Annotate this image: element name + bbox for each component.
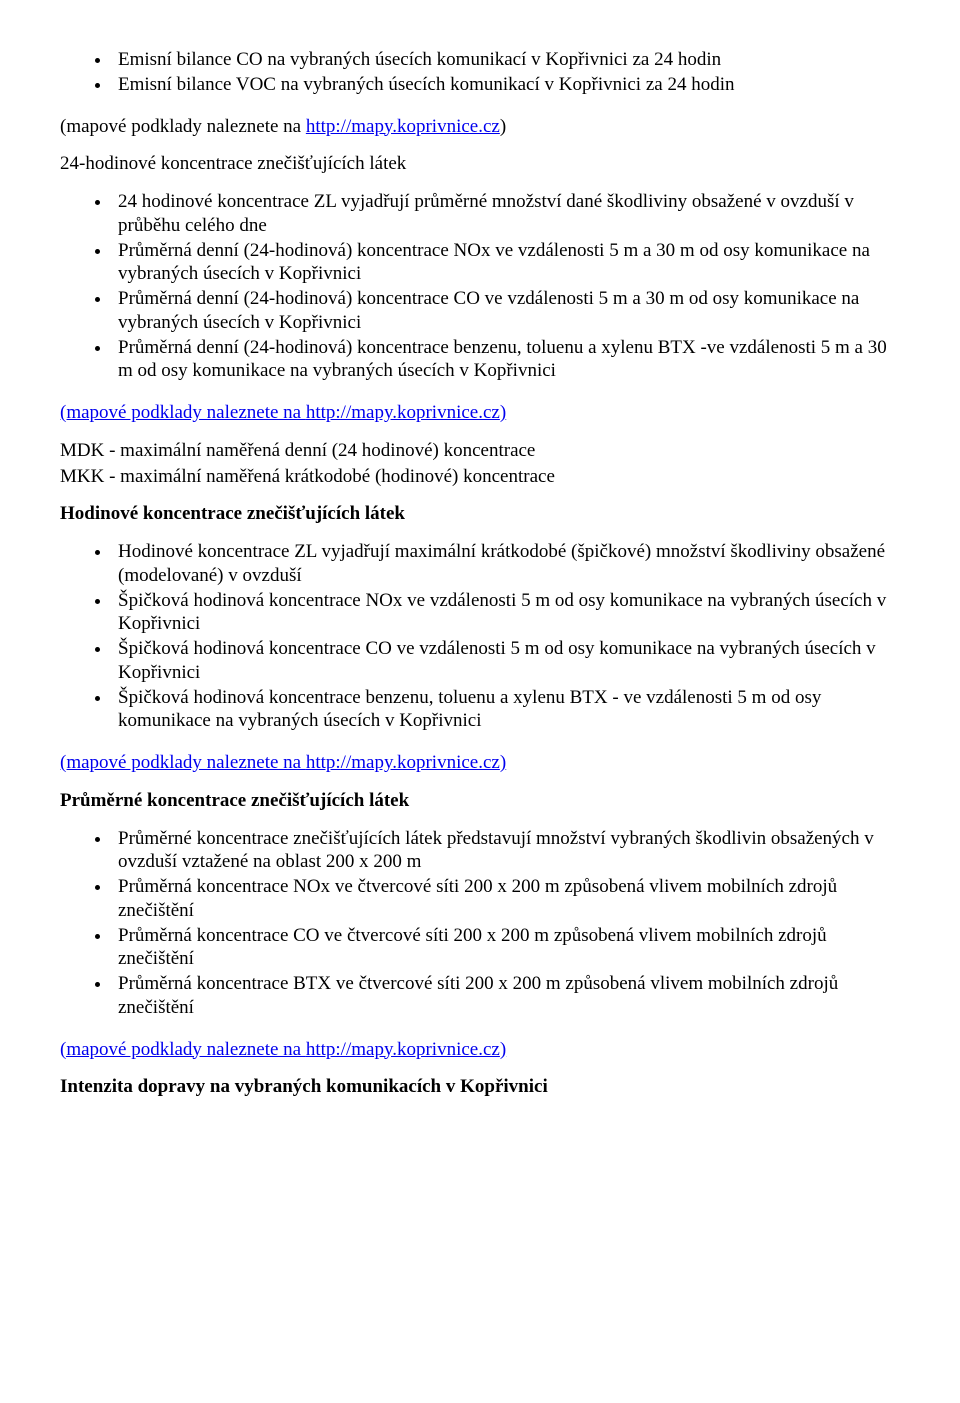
mkk-line: MKK - maximální naměřená krátkodobé (hod… xyxy=(60,465,900,489)
list-item: Průměrná denní (24-hodinová) koncentrace… xyxy=(112,336,900,384)
link-suffix: ) xyxy=(500,116,506,137)
list-item: Hodinové koncentrace ZL vyjadřují maximá… xyxy=(112,540,900,588)
map-link-paragraph: (mapové podklady naleznete na http://map… xyxy=(60,751,900,775)
list-item: Emisní bilance CO na vybraných úsecích k… xyxy=(112,48,900,72)
list-item: Průměrná koncentrace NOx ve čtvercové sí… xyxy=(112,875,900,923)
list-item: Průměrná denní (24-hodinová) koncentrace… xyxy=(112,239,900,287)
list-item: Průměrné koncentrace znečišťujících láte… xyxy=(112,827,900,875)
section-heading-hourly: Hodinové koncentrace znečišťujících láte… xyxy=(60,502,900,526)
list-average: Průměrné koncentrace znečišťujících láte… xyxy=(60,827,900,1020)
map-link-paragraph: (mapové podklady naleznete na http://map… xyxy=(60,1038,900,1062)
map-link[interactable]: (mapové podklady naleznete na http://map… xyxy=(60,1039,506,1060)
list-item: Špičková hodinová koncentrace CO ve vzdá… xyxy=(112,637,900,685)
map-link[interactable]: (mapové podklady naleznete na http://map… xyxy=(60,402,506,423)
map-link[interactable]: http://mapy.koprivnice.cz xyxy=(306,116,500,137)
top-list: Emisní bilance CO na vybraných úsecích k… xyxy=(60,48,900,97)
list-item: Průměrná denní (24-hodinová) koncentrace… xyxy=(112,287,900,335)
section-heading-24h: 24-hodinové koncentrace znečišťujících l… xyxy=(60,152,900,176)
link-prefix: (mapové podklady naleznete na xyxy=(60,116,306,137)
mdk-line: MDK - maximální naměřená denní (24 hodin… xyxy=(60,439,900,463)
list-item: Průměrná koncentrace CO ve čtvercové sít… xyxy=(112,924,900,972)
map-link[interactable]: (mapové podklady naleznete na http://map… xyxy=(60,752,506,773)
list-hourly: Hodinové koncentrace ZL vyjadřují maximá… xyxy=(60,540,900,733)
section-heading-average: Průměrné koncentrace znečišťujících láte… xyxy=(60,789,900,813)
section-heading-intensity: Intenzita dopravy na vybraných komunikac… xyxy=(60,1075,900,1099)
list-item: Průměrná koncentrace BTX ve čtvercové sí… xyxy=(112,972,900,1020)
map-link-paragraph: (mapové podklady naleznete na http://map… xyxy=(60,401,900,425)
list-item: Špičková hodinová koncentrace NOx ve vzd… xyxy=(112,589,900,637)
list-item: Špičková hodinová koncentrace benzenu, t… xyxy=(112,686,900,734)
list-24h: 24 hodinové koncentrace ZL vyjadřují prů… xyxy=(60,190,900,383)
map-link-paragraph: (mapové podklady naleznete na http://map… xyxy=(60,115,900,139)
list-item: 24 hodinové koncentrace ZL vyjadřují prů… xyxy=(112,190,900,238)
list-item: Emisní bilance VOC na vybraných úsecích … xyxy=(112,73,900,97)
